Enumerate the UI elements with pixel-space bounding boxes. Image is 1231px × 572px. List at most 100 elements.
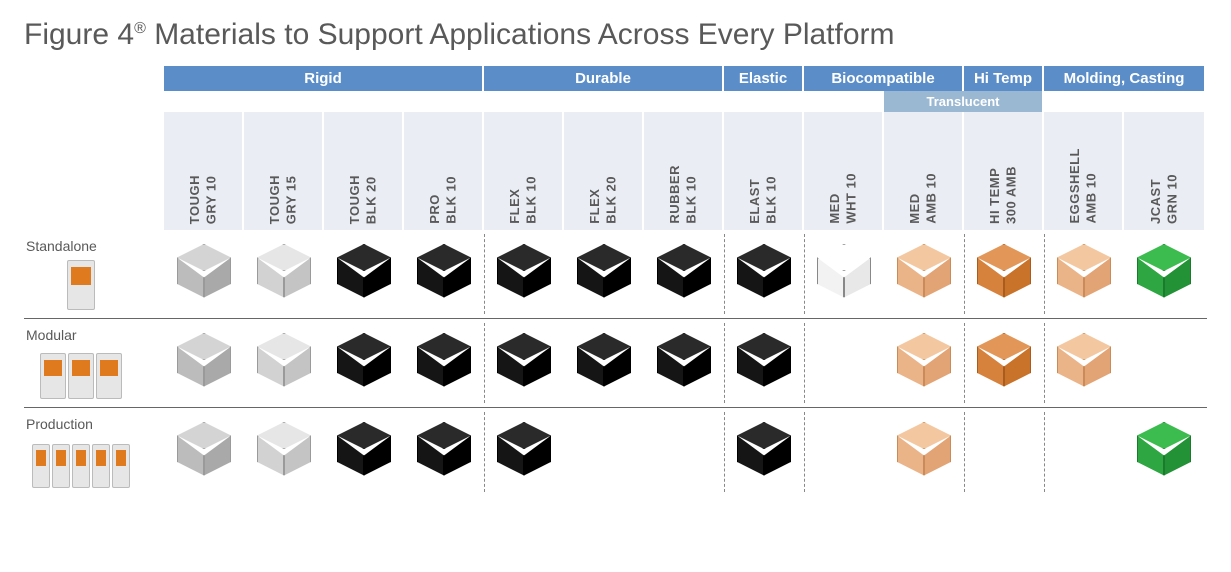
cell-modular-flex_blk_10 <box>484 319 564 407</box>
material-header-eggshell_amb: EGGSHELL AMB 10 <box>1044 112 1124 230</box>
cell-production-flex_blk_10 <box>484 408 564 496</box>
cube-black <box>417 244 471 304</box>
cell-standalone-rubber_blk_10 <box>644 230 724 318</box>
cube-black <box>497 244 551 304</box>
cell-modular-elast_blk_10 <box>724 319 804 407</box>
cell-production-pro_blk_10 <box>404 408 484 496</box>
material-header-flex_blk_20: FLEX BLK 20 <box>564 112 644 230</box>
material-label: FLEX BLK 20 <box>587 176 620 224</box>
title-rest: Materials to Support Applications Across… <box>146 18 895 51</box>
cell-production-tough_gry_15 <box>244 408 324 496</box>
category-rigid: Rigid <box>164 66 484 91</box>
cube-green <box>1137 422 1191 482</box>
material-label: RUBBER BLK 10 <box>667 165 700 224</box>
cell-modular-eggshell_amb <box>1044 319 1124 407</box>
material-label: MED AMB 10 <box>907 173 940 224</box>
material-label: EGGSHELL AMB 10 <box>1067 148 1100 224</box>
cube-amber_lt <box>1057 333 1111 393</box>
cell-modular-med_amb_10 <box>884 319 964 407</box>
material-label: ELAST BLK 10 <box>747 176 780 224</box>
category-biocompatible: Biocompatible <box>804 66 964 91</box>
cube-white <box>817 244 871 304</box>
cell-standalone-eggshell_amb <box>1044 230 1124 318</box>
cell-modular-jcast_grn_10 <box>1124 319 1204 407</box>
sub-spacer <box>164 91 884 112</box>
cell-standalone-tough_gry_10 <box>164 230 244 318</box>
cell-standalone-tough_blk_20 <box>324 230 404 318</box>
cell-production-tough_blk_20 <box>324 408 404 496</box>
cube-black <box>337 422 391 482</box>
cell-standalone-flex_blk_10 <box>484 230 564 318</box>
printer-icon <box>26 436 136 488</box>
title-sup: ® <box>134 20 146 37</box>
material-label: HI TEMP 300 AMB <box>987 166 1020 224</box>
cell-standalone-tough_gry_15 <box>244 230 324 318</box>
cube-lighter_grey <box>257 333 311 393</box>
platform-row-modular: Modular <box>24 318 1207 407</box>
material-label: MED WHT 10 <box>827 173 860 224</box>
category-molding-casting: Molding, Casting <box>1044 66 1204 91</box>
material-header-med_wht_10: MED WHT 10 <box>804 112 884 230</box>
platform-row-standalone: Standalone <box>24 230 1207 318</box>
cube-light_grey <box>177 422 231 482</box>
cube-black <box>737 333 791 393</box>
material-label: PRO BLK 10 <box>427 176 460 224</box>
material-header-elast_blk_10: ELAST BLK 10 <box>724 112 804 230</box>
cube-amber_lt <box>1057 244 1111 304</box>
cell-production-med_amb_10 <box>884 408 964 496</box>
cell-production-tough_gry_10 <box>164 408 244 496</box>
category-durable: Durable <box>484 66 724 91</box>
material-header-hi_temp_300: HI TEMP 300 AMB <box>964 112 1044 230</box>
cell-production-rubber_blk_10 <box>644 408 724 496</box>
cube-black <box>657 333 711 393</box>
platform-header: Modular <box>24 321 164 405</box>
platform-header: Standalone <box>24 232 164 316</box>
cube-black <box>497 422 551 482</box>
cell-production-flex_blk_20 <box>564 408 644 496</box>
cell-modular-tough_gry_10 <box>164 319 244 407</box>
cell-production-elast_blk_10 <box>724 408 804 496</box>
cube-black <box>577 333 631 393</box>
material-header-tough_blk_20: TOUGH BLK 20 <box>324 112 404 230</box>
cube-black <box>657 244 711 304</box>
material-header-tough_gry_10: TOUGH GRY 10 <box>164 112 244 230</box>
cell-standalone-jcast_grn_10 <box>1124 230 1204 318</box>
cube-green <box>1137 244 1191 304</box>
material-label: FLEX BLK 10 <box>507 176 540 224</box>
material-label: TOUGH GRY 15 <box>267 175 300 224</box>
material-header-pro_blk_10: PRO BLK 10 <box>404 112 484 230</box>
cell-standalone-med_wht_10 <box>804 230 884 318</box>
cube-lighter_grey <box>257 422 311 482</box>
cell-standalone-elast_blk_10 <box>724 230 804 318</box>
material-header-rubber_blk_10: RUBBER BLK 10 <box>644 112 724 230</box>
material-header-jcast_grn_10: JCAST GRN 10 <box>1124 112 1204 230</box>
page-title: Figure 4® Materials to Support Applicati… <box>24 18 1207 52</box>
platform-row-production: Production <box>24 407 1207 496</box>
cube-black <box>417 422 471 482</box>
cube-black <box>497 333 551 393</box>
cell-production-hi_temp_300 <box>964 408 1044 496</box>
cell-modular-tough_blk_20 <box>324 319 404 407</box>
material-header-flex_blk_10: FLEX BLK 10 <box>484 112 564 230</box>
cell-production-med_wht_10 <box>804 408 884 496</box>
cube-black <box>577 244 631 304</box>
cube-black <box>417 333 471 393</box>
material-label: TOUGH GRY 10 <box>187 175 220 224</box>
cube-lighter_grey <box>257 244 311 304</box>
material-header-med_amb_10: MED AMB 10 <box>884 112 964 230</box>
cube-amber_lt <box>897 333 951 393</box>
materials-matrix: RigidDurableElasticBiocompatibleHi TempM… <box>24 66 1207 496</box>
platform-label: Production <box>26 416 93 432</box>
cube-light_grey <box>177 333 231 393</box>
cell-standalone-flex_blk_20 <box>564 230 644 318</box>
cell-modular-hi_temp_300 <box>964 319 1044 407</box>
cube-amber_lt <box>897 244 951 304</box>
cube-amber_dk <box>977 333 1031 393</box>
translucent-band: Translucent <box>884 91 1044 112</box>
cell-standalone-hi_temp_300 <box>964 230 1044 318</box>
cell-modular-pro_blk_10 <box>404 319 484 407</box>
cell-modular-tough_gry_15 <box>244 319 324 407</box>
cube-black <box>337 244 391 304</box>
category-hi-temp: Hi Temp <box>964 66 1044 91</box>
sub-spacer <box>1044 91 1204 112</box>
